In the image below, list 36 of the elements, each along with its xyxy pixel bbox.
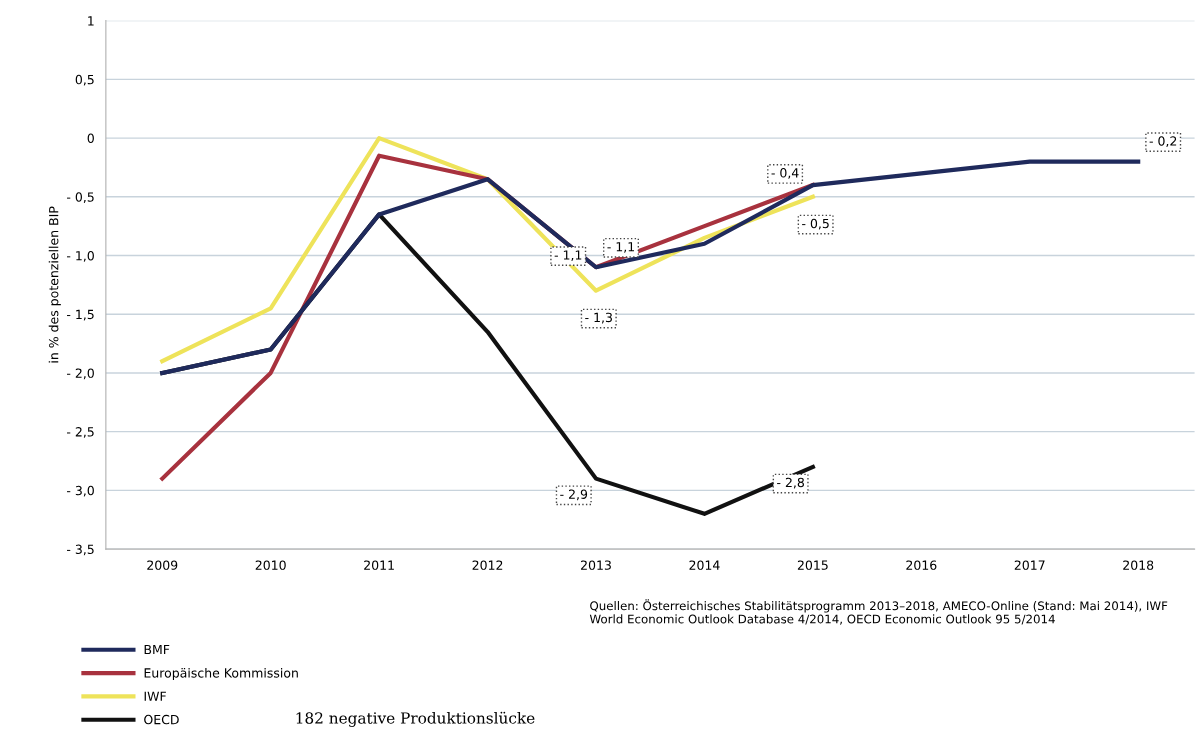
x-tick-label: 2017 xyxy=(1014,560,1045,570)
y-tick-label: - 2,5 xyxy=(67,427,94,438)
data-label: - 2,9 xyxy=(560,489,588,501)
y-tick-label: - 3,0 xyxy=(67,485,94,497)
x-tick-label: 2012 xyxy=(472,560,503,570)
y-axis-title: in % des potenziellen BIP xyxy=(48,206,61,363)
x-tick-label: 2011 xyxy=(364,560,394,570)
legend-label: OECD xyxy=(144,714,179,725)
data-label: - 1,1 xyxy=(607,242,635,253)
data-label: - 0,4 xyxy=(771,168,799,179)
data-label: - 2,8 xyxy=(777,477,804,489)
data-label: - 0,2 xyxy=(1149,136,1177,148)
legend-label: BMF xyxy=(144,644,170,655)
x-tick-label: 2016 xyxy=(906,560,937,570)
legend-label: Europäische Kommission xyxy=(144,667,298,681)
y-tick-label: - 3,5 xyxy=(67,544,94,556)
source-note: Quellen: Österreichisches Stabilitätsprogramm 2013–2018, AMECO-Online (Stand: Mai 2014), IWF World Economic Outlook Database 4/2014, OECD Economic Outlook 95 5/2014 xyxy=(589,599,1168,625)
y-tick-label: 0 xyxy=(87,133,94,144)
y-tick-label: 1 xyxy=(88,16,94,26)
y-tick-label: - 1,5 xyxy=(67,309,94,321)
data-label: - 1,3 xyxy=(585,312,612,324)
legend-label: IWF xyxy=(144,691,166,701)
line-series xyxy=(160,159,1141,376)
y-tick-label: - 2,0 xyxy=(67,368,94,380)
x-tick-label: 2015 xyxy=(797,560,828,570)
y-tick-label: - 1,0 xyxy=(67,250,94,262)
x-tick-label: 2010 xyxy=(255,560,286,570)
x-tick-label: 2018 xyxy=(1123,560,1154,570)
x-tick-label: 2009 xyxy=(147,560,178,570)
y-tick-label: - 0,5 xyxy=(67,192,94,203)
x-tick-label: 2014 xyxy=(689,560,720,570)
text: 182 negative Produktionslücke xyxy=(296,711,535,727)
y-tick-label: 0,5 xyxy=(75,74,94,86)
data-label: - 0,5 xyxy=(802,218,829,230)
x-tick-label: 2013 xyxy=(581,560,611,570)
data-label: - 1,1 xyxy=(554,250,582,262)
